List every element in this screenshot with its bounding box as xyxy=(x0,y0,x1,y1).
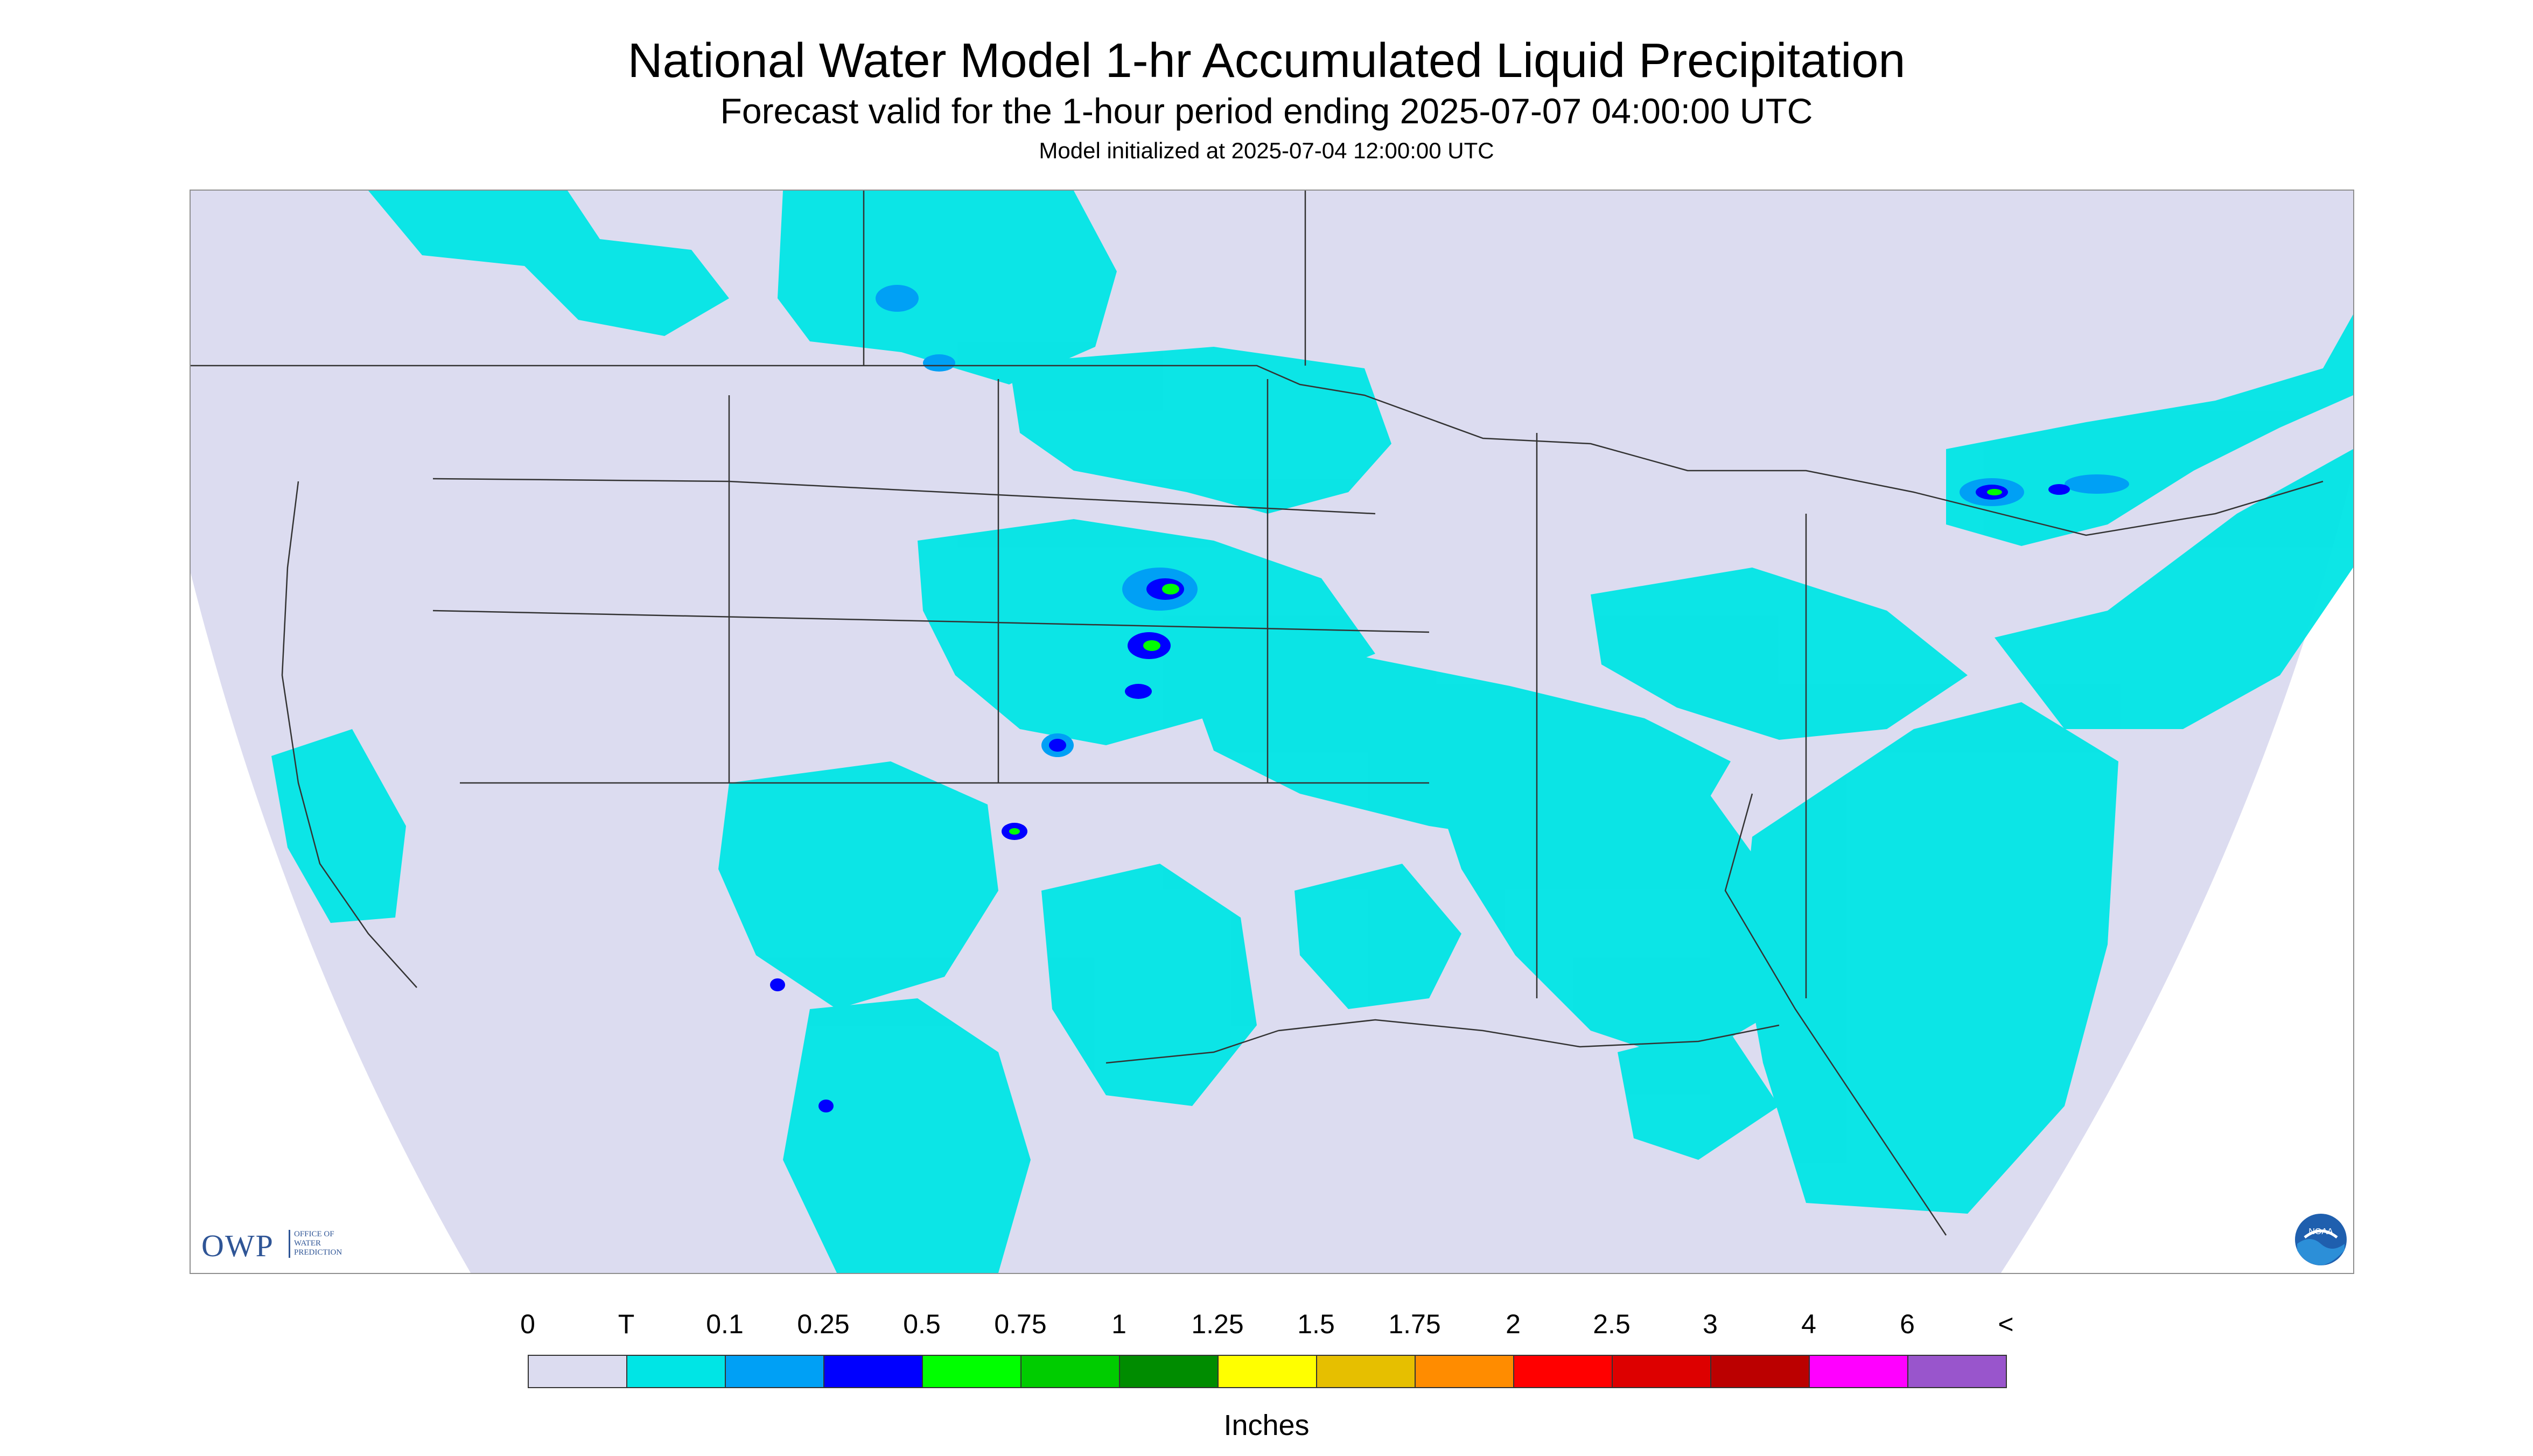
legend-swatch xyxy=(1710,1355,1810,1388)
legend-swatch xyxy=(1513,1355,1613,1388)
legend-swatch xyxy=(823,1355,923,1388)
precipitation-map[interactable]: OWP OFFICE OF WATER PREDICTION NOAA xyxy=(190,190,2354,1274)
legend-tick-label: < xyxy=(1998,1309,2014,1339)
legend-swatch xyxy=(1809,1355,1908,1388)
legend-tick-label: 4 xyxy=(1801,1309,1816,1339)
legend-tick-label: 1.75 xyxy=(1388,1309,1441,1339)
noaa-logo-text: NOAA xyxy=(2308,1227,2333,1236)
legend-swatch xyxy=(626,1355,726,1388)
legend-tick-label: 2 xyxy=(1506,1309,1521,1339)
legend-tick-label: 1.5 xyxy=(1297,1309,1335,1339)
legend-tick-label: 1 xyxy=(1111,1309,1126,1339)
legend-swatch xyxy=(528,1355,627,1388)
owp-logo-divider xyxy=(289,1230,290,1258)
legend-tick-label: 0.5 xyxy=(903,1309,941,1339)
map-subtitle: Forecast valid for the 1-hour period end… xyxy=(720,91,1813,131)
legend-swatch xyxy=(922,1355,1021,1388)
owp-logo-text: OWP xyxy=(201,1228,274,1263)
legend-swatch xyxy=(1119,1355,1219,1388)
map-canvas xyxy=(191,191,2353,1273)
legend-tick-label: 3 xyxy=(1703,1309,1718,1339)
owp-logo-subtext: OFFICE OF WATER PREDICTION xyxy=(294,1230,342,1257)
legend-tick-label: 0.75 xyxy=(994,1309,1047,1339)
legend-units-label: Inches xyxy=(1223,1409,1310,1441)
precip-trace-areas xyxy=(271,191,2353,1273)
precip-core-areas xyxy=(770,285,2129,1112)
legend-swatch xyxy=(1316,1355,1416,1388)
legend-swatch xyxy=(1415,1355,1514,1388)
legend-tick-label: 0.25 xyxy=(797,1309,850,1339)
legend-tick-label: 0.1 xyxy=(706,1309,744,1339)
legend-tick-label: 6 xyxy=(1900,1309,1915,1339)
legend-tick-label: T xyxy=(618,1309,635,1339)
legend-tick-label: 1.25 xyxy=(1191,1309,1244,1339)
legend-tick-label: 0 xyxy=(520,1309,535,1339)
noaa-logo: NOAA xyxy=(2295,1214,2347,1265)
legend-swatch xyxy=(1020,1355,1120,1388)
legend-swatch xyxy=(1612,1355,1711,1388)
owp-logo: OWP OFFICE OF WATER PREDICTION xyxy=(201,1226,379,1263)
legend-swatch xyxy=(1217,1355,1317,1388)
legend-swatch xyxy=(725,1355,824,1388)
model-init-time: Model initialized at 2025-07-04 12:00:00… xyxy=(1039,138,1494,163)
legend-swatch xyxy=(1907,1355,2007,1388)
boundaries xyxy=(191,191,2324,1236)
legend-tick-label: 2.5 xyxy=(1593,1309,1631,1339)
map-title: National Water Model 1-hr Accumulated Li… xyxy=(627,34,1906,88)
